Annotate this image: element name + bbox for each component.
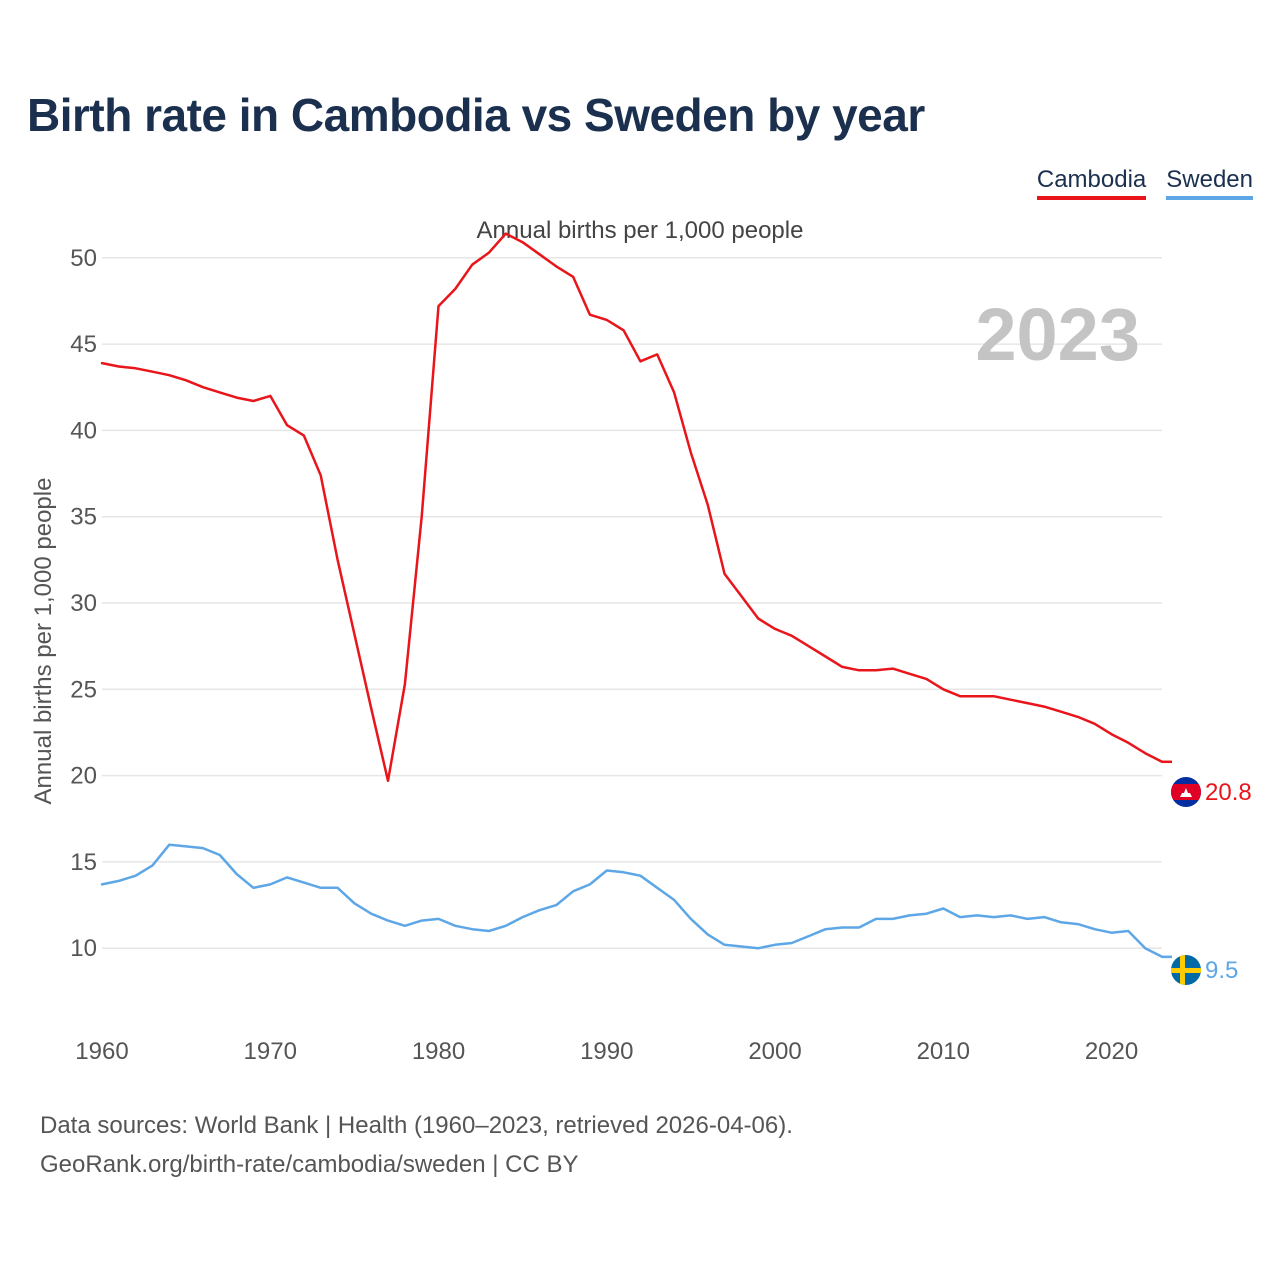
x-tick-label: 1990 bbox=[580, 1038, 633, 1065]
legend-item-sweden[interactable]: Sweden bbox=[1166, 166, 1253, 200]
y-tick-label: 10 bbox=[70, 935, 97, 962]
series-line-cambodia[interactable] bbox=[100, 232, 1164, 783]
x-tick-label: 1960 bbox=[75, 1038, 128, 1065]
legend: Cambodia Sweden bbox=[1036, 166, 1253, 200]
x-tick-label: 2000 bbox=[748, 1038, 801, 1065]
cambodia-end-value: 20.8 bbox=[1205, 779, 1252, 806]
y-tick-label: 35 bbox=[70, 504, 97, 531]
footer: Data sources: World Bank | Health (1960–… bbox=[40, 1106, 793, 1184]
sweden-flag-icon bbox=[1171, 955, 1201, 985]
cambodia-flag-icon bbox=[1171, 777, 1201, 807]
x-tick-label: 1980 bbox=[412, 1038, 465, 1065]
year-watermark: 2023 bbox=[975, 293, 1140, 376]
y-tick-label: 25 bbox=[70, 676, 97, 703]
y-axis-label: Annual births per 1,000 people bbox=[30, 478, 57, 805]
x-tick-label: 1970 bbox=[244, 1038, 297, 1065]
y-tick-label: 20 bbox=[70, 763, 97, 790]
y-tick-label: 30 bbox=[70, 590, 97, 617]
sweden-end-value: 9.5 bbox=[1205, 957, 1238, 984]
x-tick-label: 2010 bbox=[917, 1038, 970, 1065]
y-tick-label: 45 bbox=[70, 331, 97, 358]
line-chart: 2023 10 15 20 25 30 35 40 45 50 1960 1970 1980 1990… bbox=[30, 232, 1252, 1065]
y-tick-label: 50 bbox=[70, 245, 97, 272]
legend-item-cambodia[interactable]: Cambodia bbox=[1036, 166, 1147, 200]
footer-url[interactable]: GeoRank.org/birth-rate/cambodia/sweden |… bbox=[40, 1151, 579, 1178]
y-tick-label: 40 bbox=[70, 417, 97, 444]
y-tick-label: 15 bbox=[70, 849, 97, 876]
footer-sources: Data sources: World Bank | Health (1960–… bbox=[40, 1112, 793, 1139]
chart-title: Birth rate in Cambodia vs Sweden by year bbox=[27, 89, 925, 141]
series-line-sweden[interactable] bbox=[100, 843, 1164, 959]
x-tick-label: 2020 bbox=[1085, 1038, 1138, 1065]
chart-subtitle: Annual births per 1,000 people bbox=[476, 217, 804, 244]
